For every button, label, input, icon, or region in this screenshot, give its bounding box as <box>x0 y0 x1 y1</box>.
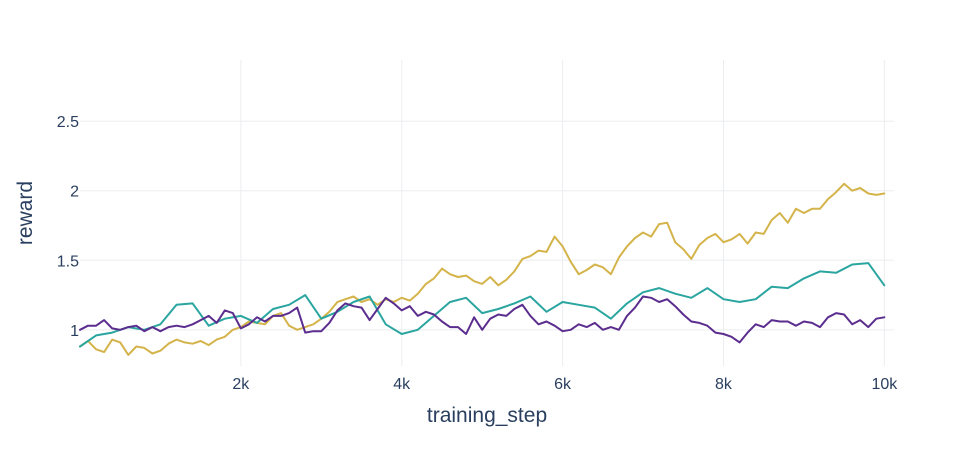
series-line-3 <box>79 295 886 344</box>
x-axis-title: training_step <box>427 404 547 427</box>
x-tick-label: 8k <box>715 376 733 393</box>
x-tick-label: 2k <box>232 376 250 393</box>
x-axis-ticks: 2k 4k 6k 8k 10k <box>232 376 898 393</box>
x-tick-label: 4k <box>393 376 411 393</box>
x-tick-label: 6k <box>554 376 572 393</box>
y-tick-label: 2.5 <box>57 114 79 131</box>
y-tick-label: 1 <box>70 323 79 340</box>
y-tick-label: 1.5 <box>57 253 79 270</box>
y-axis-ticks: 1 1.5 2 2.5 <box>57 114 79 340</box>
gridlines <box>80 60 894 366</box>
series-line-2 <box>79 262 886 348</box>
y-axis-title: reward <box>14 181 37 245</box>
y-tick-label: 2 <box>70 184 79 201</box>
x-tick-label: 10k <box>871 376 898 393</box>
series-line-1 <box>79 182 886 356</box>
series-lines <box>79 182 886 356</box>
